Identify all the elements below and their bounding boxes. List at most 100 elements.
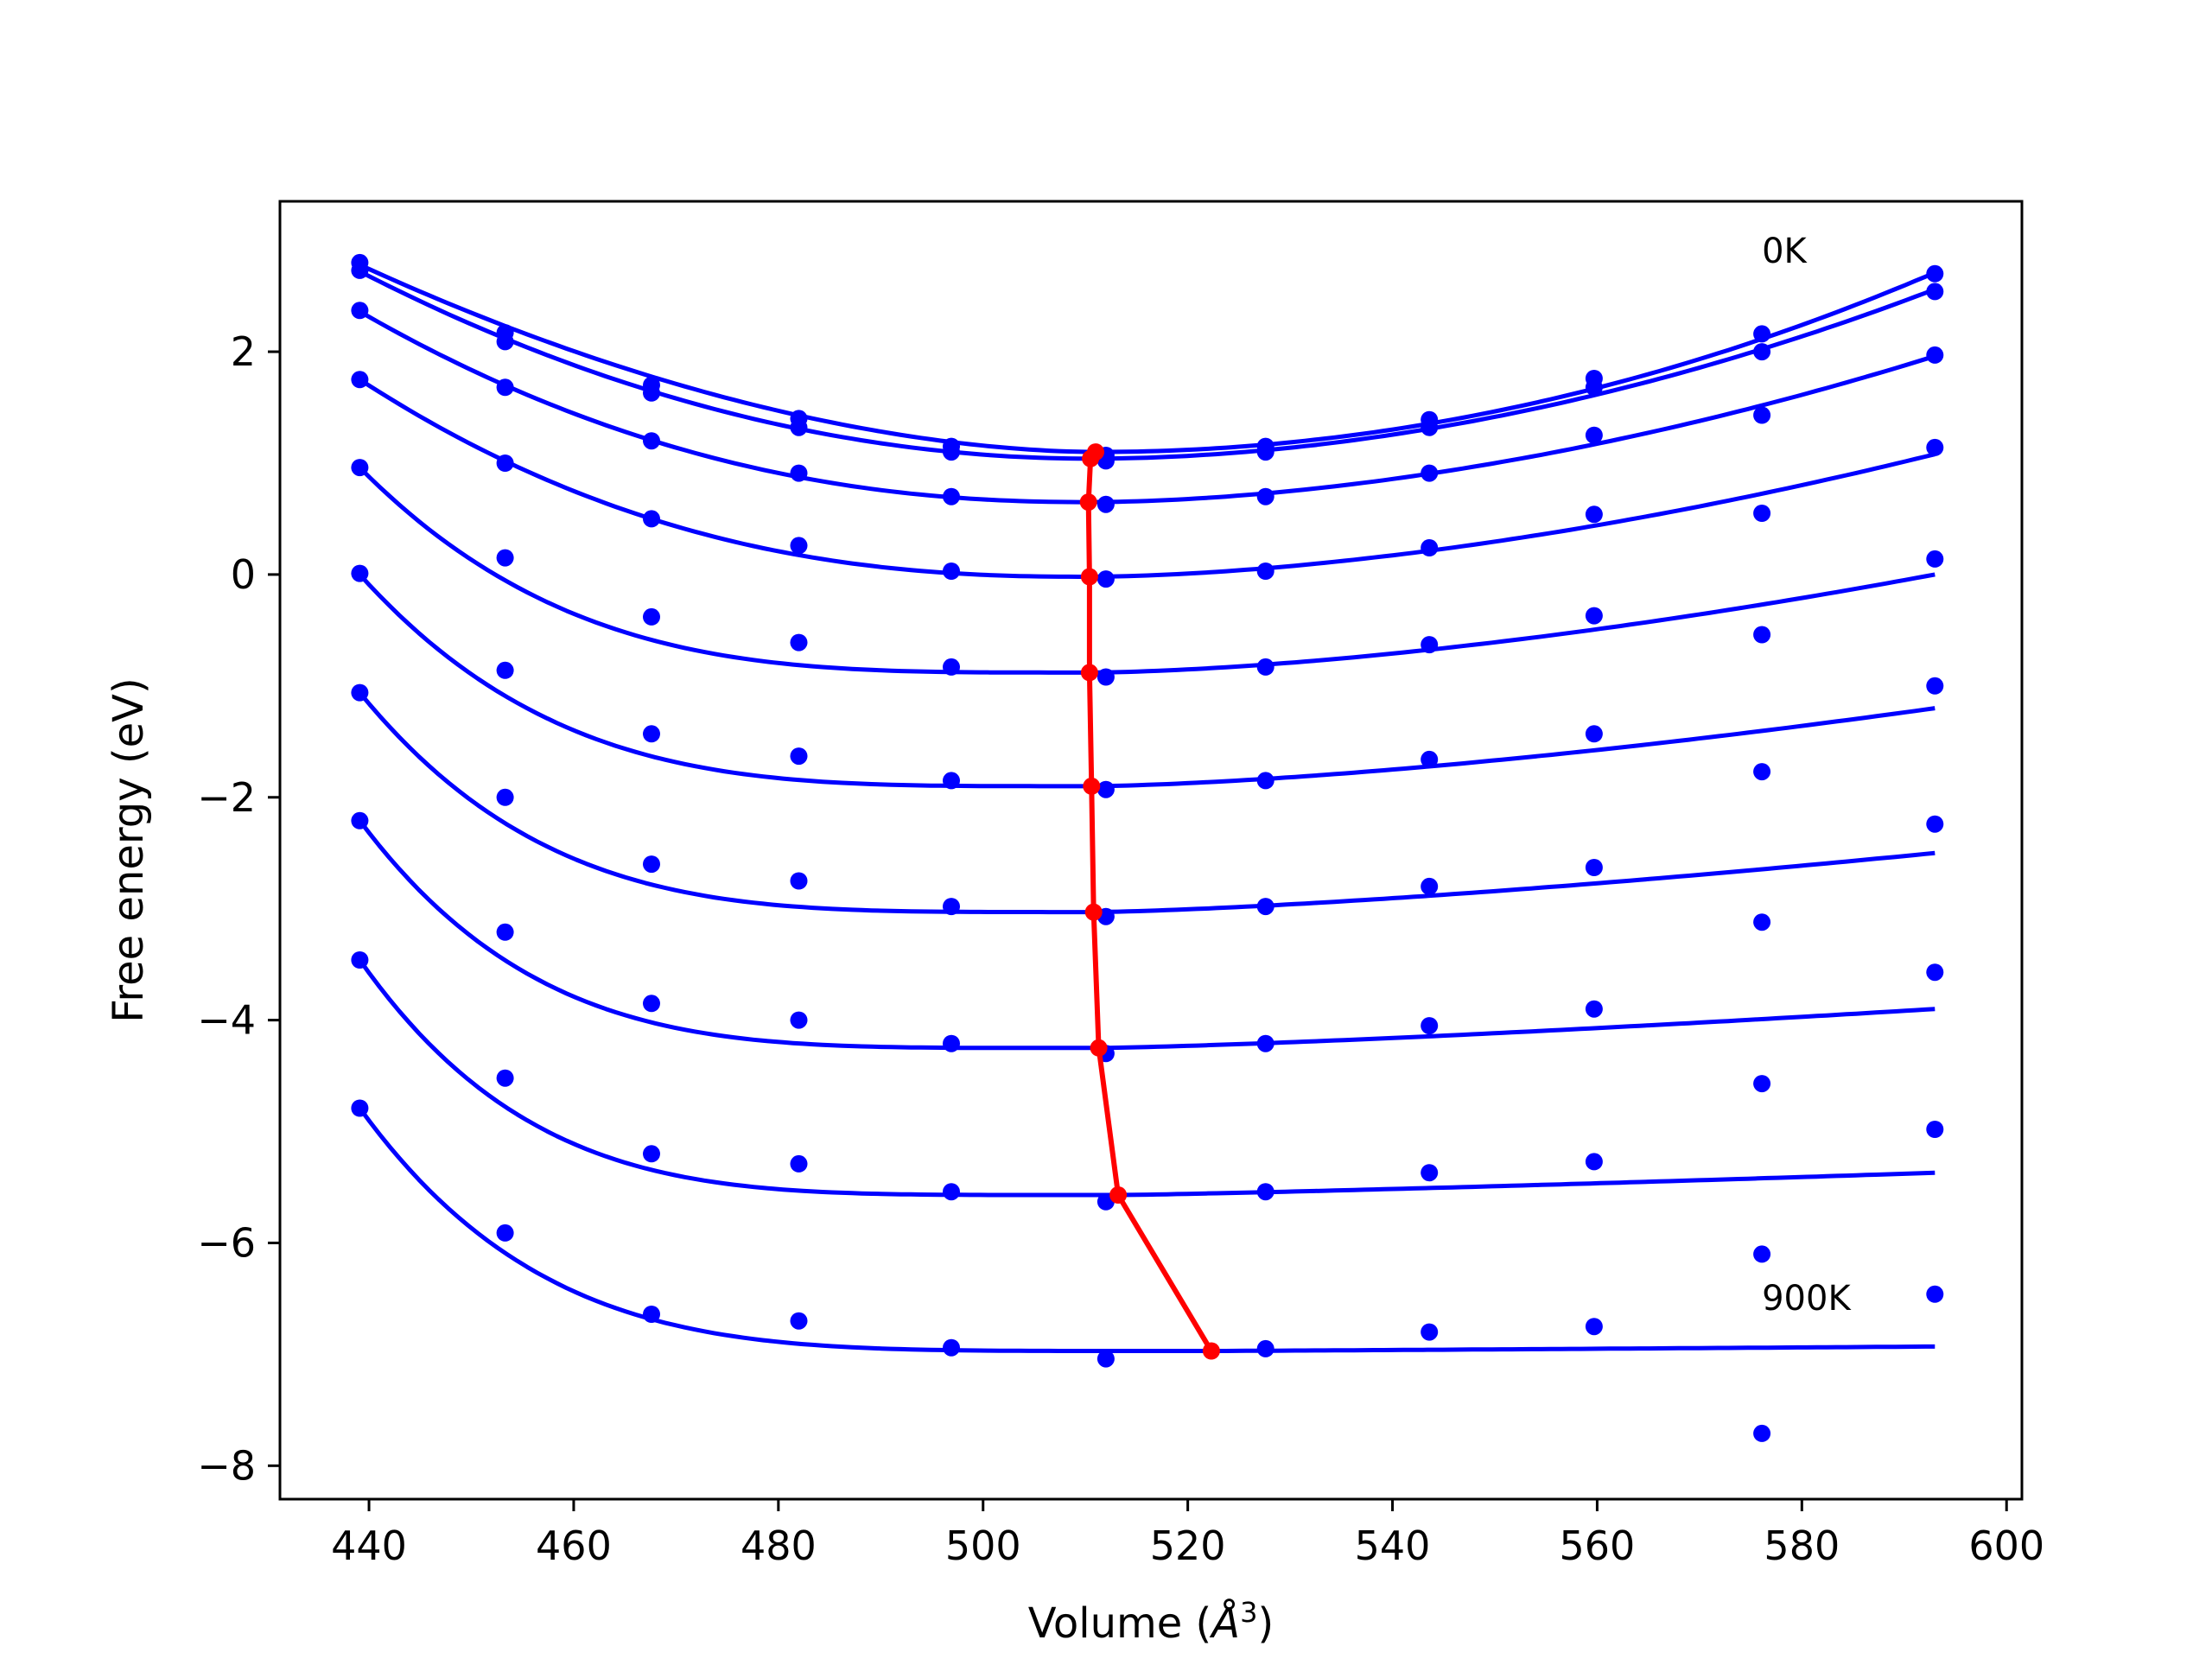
data-point bbox=[790, 872, 808, 890]
x-axis-label-exponent: 3 bbox=[1240, 1596, 1257, 1629]
minimum-point bbox=[1202, 1342, 1220, 1360]
plot-area bbox=[351, 253, 1944, 1442]
data-point bbox=[643, 510, 660, 528]
data-point bbox=[643, 995, 660, 1013]
data-point bbox=[496, 923, 514, 941]
data-point bbox=[1753, 1075, 1771, 1093]
data-point bbox=[351, 1099, 369, 1117]
data-point bbox=[643, 384, 660, 402]
minimum-point bbox=[1079, 493, 1097, 512]
data-point bbox=[351, 302, 369, 320]
annotation-900k: 900K bbox=[1762, 1279, 1852, 1319]
data-point bbox=[496, 333, 514, 351]
data-point bbox=[790, 633, 808, 652]
data-point bbox=[1926, 1121, 1944, 1138]
data-point bbox=[1256, 443, 1274, 461]
data-point bbox=[1585, 725, 1603, 743]
fit-curve-2 bbox=[359, 269, 1936, 461]
axes-frame bbox=[278, 200, 2024, 1501]
y-tick-label: −2 bbox=[197, 774, 256, 821]
data-point bbox=[351, 951, 369, 969]
data-point bbox=[1753, 913, 1771, 931]
data-point bbox=[790, 1011, 808, 1029]
data-point bbox=[1753, 406, 1771, 424]
fit-curve-5 bbox=[358, 466, 1936, 675]
data-point bbox=[1926, 1285, 1944, 1303]
data-point bbox=[1926, 815, 1944, 833]
data-point bbox=[943, 1034, 960, 1052]
data-point bbox=[496, 549, 514, 567]
data-point bbox=[1256, 1034, 1274, 1052]
data-point bbox=[1926, 438, 1944, 456]
x-tick-label: 540 bbox=[1355, 1522, 1431, 1569]
x-tick-label: 440 bbox=[331, 1522, 407, 1569]
minimum-point bbox=[1080, 568, 1098, 586]
x-tick-label: 600 bbox=[1968, 1522, 2044, 1569]
data-point bbox=[1256, 1183, 1274, 1201]
data-point bbox=[943, 1338, 960, 1357]
data-point bbox=[1926, 346, 1944, 364]
fit-curve-10 bbox=[358, 1107, 1936, 1353]
data-point bbox=[643, 855, 660, 874]
data-point bbox=[496, 454, 514, 472]
x-axis-label: Volume (Å3) bbox=[1028, 1596, 1274, 1648]
data-point bbox=[1256, 772, 1274, 790]
data-point bbox=[1421, 636, 1439, 654]
data-point bbox=[643, 1145, 660, 1163]
x-tick-label: 500 bbox=[945, 1522, 1021, 1569]
minimum-point bbox=[1084, 903, 1103, 921]
data-point bbox=[790, 418, 808, 436]
data-point bbox=[496, 1224, 514, 1242]
data-point bbox=[1585, 1153, 1603, 1171]
minimum-point bbox=[1083, 777, 1101, 795]
x-tick-label: 480 bbox=[741, 1522, 817, 1569]
data-point bbox=[351, 564, 369, 582]
data-point bbox=[1421, 750, 1439, 768]
data-point bbox=[1421, 1164, 1439, 1182]
data-point bbox=[1421, 1017, 1439, 1035]
data-point bbox=[943, 563, 960, 580]
data-point bbox=[351, 371, 369, 389]
y-tick-label: −8 bbox=[197, 1442, 256, 1489]
data-point bbox=[1753, 1245, 1771, 1263]
minimum-point bbox=[1082, 449, 1100, 467]
data-point bbox=[643, 725, 660, 743]
minimum-point bbox=[1090, 1039, 1108, 1057]
annotation-0k: 0K bbox=[1762, 232, 1808, 271]
data-point bbox=[1096, 570, 1115, 588]
minimum-point bbox=[1109, 1186, 1128, 1204]
data-point bbox=[790, 1312, 808, 1330]
data-point bbox=[1926, 677, 1944, 695]
data-point bbox=[496, 661, 514, 679]
data-point bbox=[790, 747, 808, 766]
data-point bbox=[943, 1183, 960, 1201]
data-point bbox=[790, 1154, 808, 1173]
data-point bbox=[1421, 1323, 1439, 1341]
data-point bbox=[351, 811, 369, 830]
x-tick-label: 460 bbox=[536, 1522, 612, 1569]
data-point bbox=[496, 788, 514, 806]
data-point bbox=[1585, 505, 1603, 524]
data-point bbox=[1421, 464, 1439, 482]
data-point bbox=[1256, 563, 1274, 580]
data-point bbox=[643, 432, 660, 450]
data-point bbox=[643, 607, 660, 626]
data-point bbox=[943, 772, 960, 790]
minimum-path-line bbox=[1085, 450, 1214, 1353]
x-tick-label: 520 bbox=[1150, 1522, 1226, 1569]
data-point bbox=[943, 898, 960, 916]
data-point bbox=[1256, 898, 1274, 916]
data-point bbox=[1096, 495, 1115, 513]
data-point bbox=[1256, 1339, 1274, 1357]
data-point bbox=[351, 459, 369, 477]
data-point bbox=[351, 683, 369, 702]
y-tick-label: −6 bbox=[197, 1219, 256, 1266]
x-axis: 440 460 480 500 520 540 560 580 600 bbox=[331, 1499, 2044, 1569]
data-point bbox=[1753, 1424, 1771, 1442]
data-point bbox=[643, 1306, 660, 1323]
fit-curve-9 bbox=[358, 958, 1936, 1198]
minimum-point bbox=[1080, 664, 1098, 682]
data-point bbox=[496, 1069, 514, 1087]
